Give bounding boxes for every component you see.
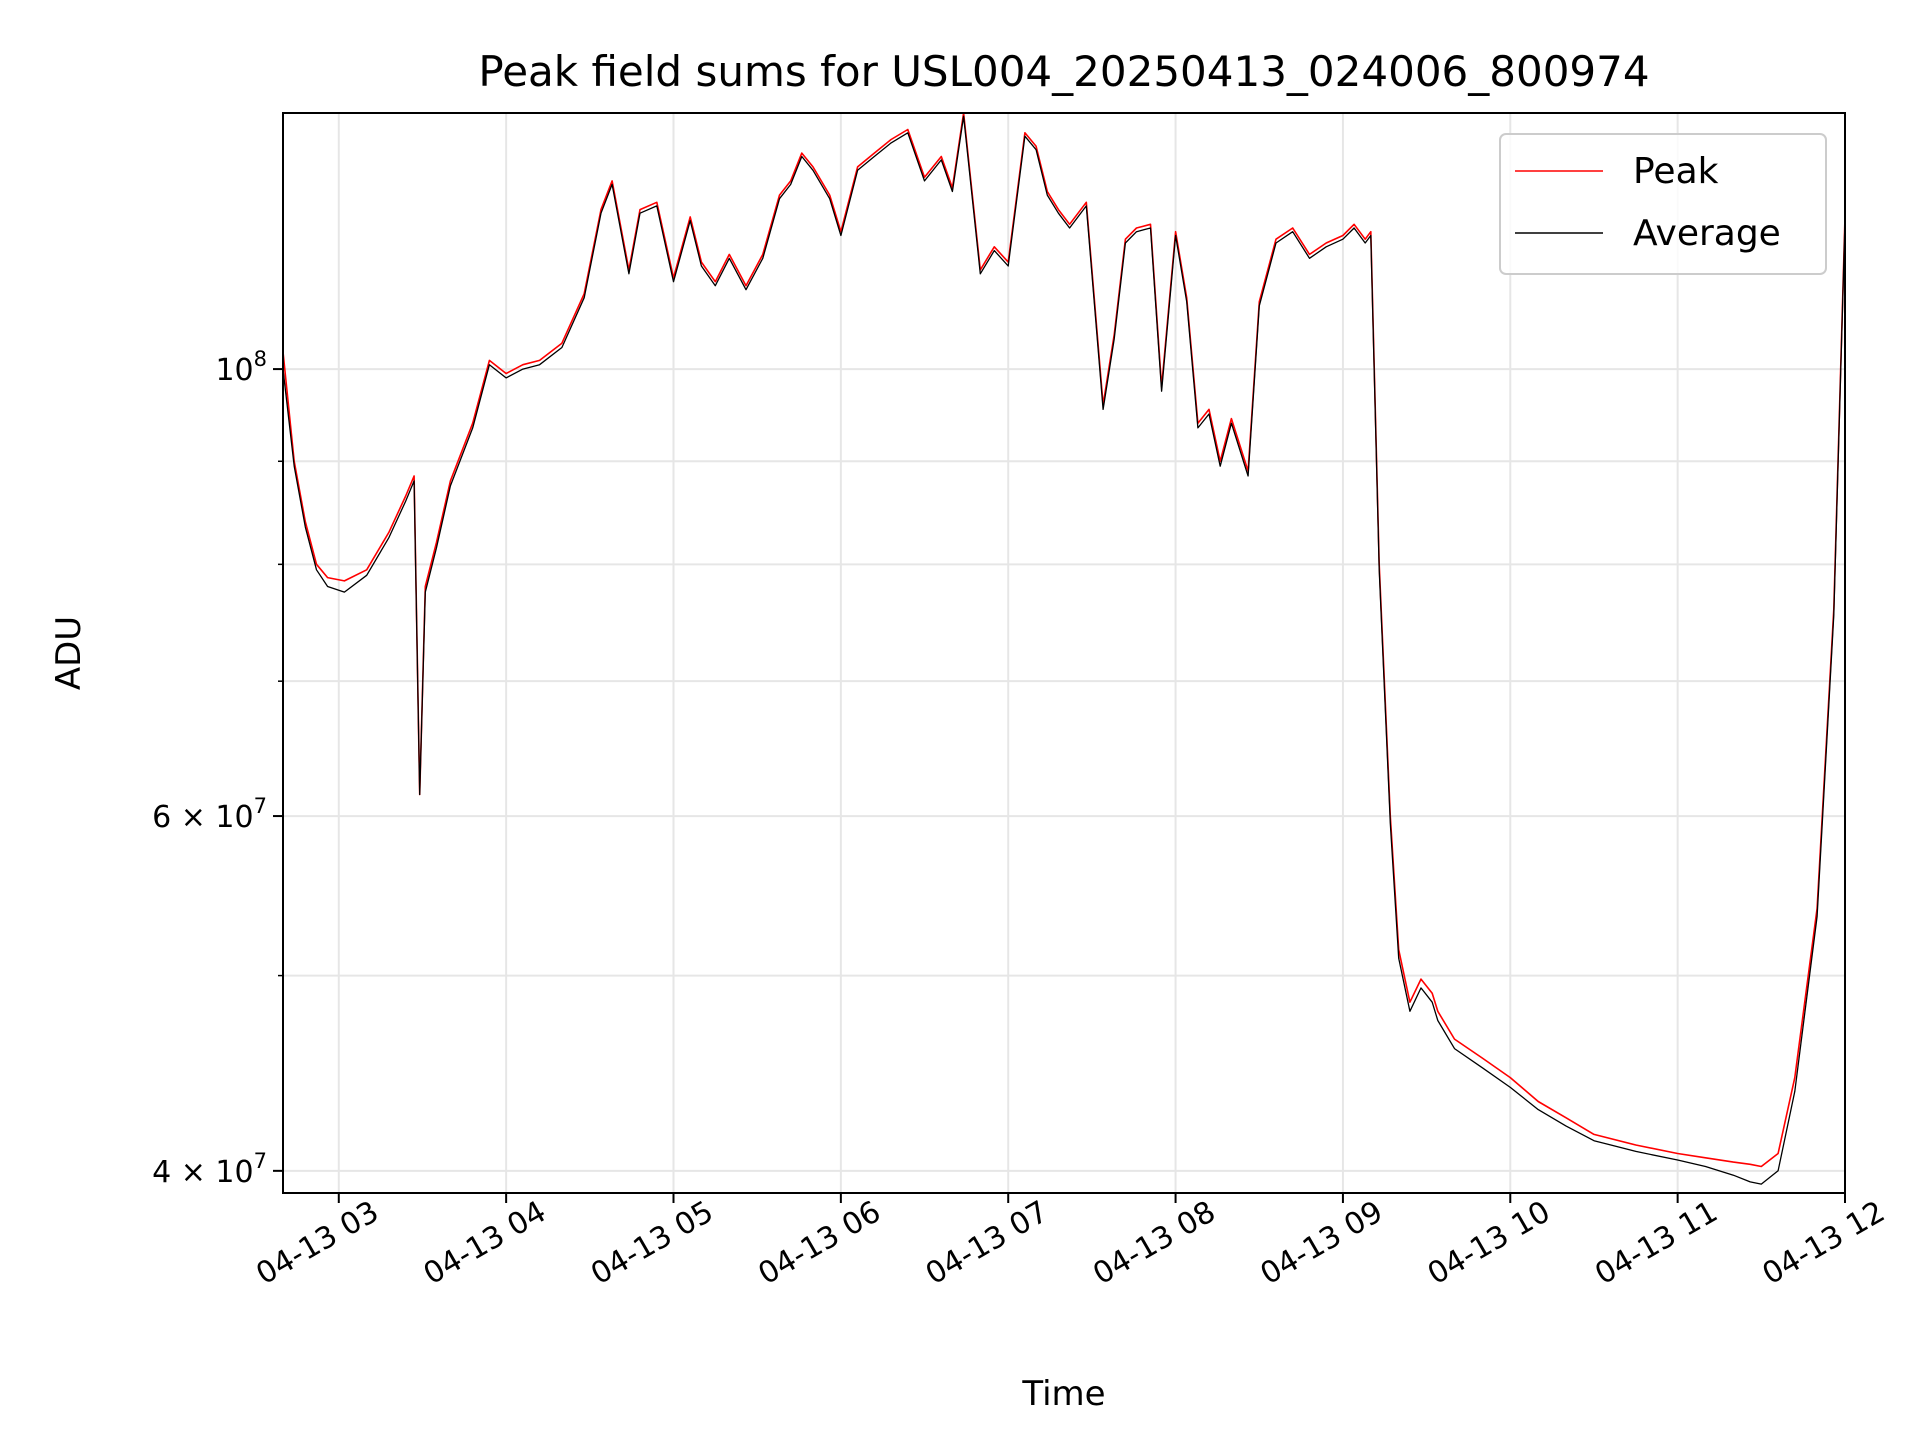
legend-label-average: Average (1633, 213, 1781, 254)
y-tick-label: 4 × 107 (152, 1149, 267, 1190)
series-line-peak (282, 112, 1846, 1168)
y-axis-title: ADU (49, 616, 89, 690)
chart-title: Peak field sums for USL004_20250413_0240… (478, 47, 1649, 96)
legend: Peak Average (1499, 133, 1827, 275)
x-axis-title: Time (1021, 1374, 1105, 1414)
y-tick-label: 108 (215, 347, 267, 388)
legend-box (1499, 133, 1827, 275)
legend-label-peak: Peak (1633, 151, 1719, 192)
y-axis: 108 6 × 107 4 × 107 (152, 347, 283, 1190)
series-layer (282, 112, 1846, 1185)
series-line-average (282, 115, 1846, 1185)
y-tick-label: 6 × 107 (152, 794, 267, 835)
plot-frame (282, 112, 1846, 1194)
